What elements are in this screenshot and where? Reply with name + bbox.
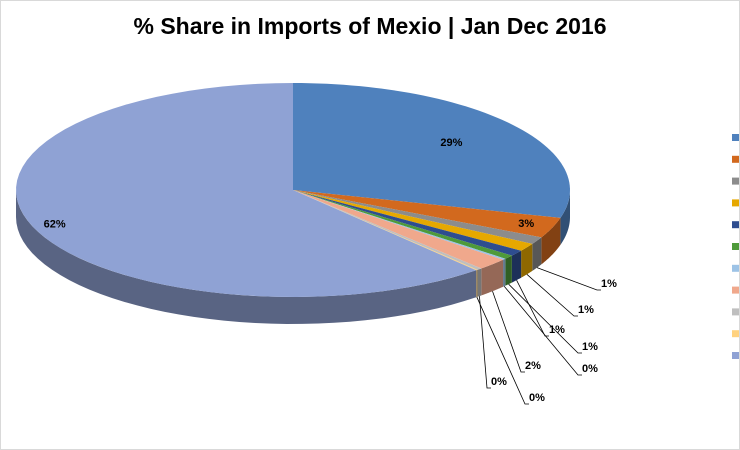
leader-line <box>526 274 578 317</box>
data-label: 62% <box>44 219 66 231</box>
data-label: 29% <box>440 137 462 149</box>
pie-slice <box>293 190 478 271</box>
pie-slice <box>16 83 477 297</box>
data-label: 1% <box>582 341 598 353</box>
pie-slice <box>293 190 542 244</box>
legend-swatch <box>732 330 739 338</box>
pie-slice <box>293 190 512 259</box>
data-label: 0% <box>491 376 507 388</box>
pie-slice-side <box>477 268 482 297</box>
legend-swatch <box>732 199 739 207</box>
data-label: 3% <box>518 218 534 230</box>
chart-title: % Share in Imports of Mexio | Jan Dec 20… <box>134 13 607 39</box>
pie-slice <box>293 190 506 260</box>
pie-slice <box>293 190 533 251</box>
legend-swatch <box>732 243 739 250</box>
pie-slice <box>293 190 522 256</box>
leader-line <box>536 267 601 291</box>
pie-slice <box>293 190 482 270</box>
legend-swatch <box>732 352 739 359</box>
legend-swatch <box>732 134 739 141</box>
pie-slice-side <box>532 237 542 271</box>
legend-swatch <box>732 177 739 185</box>
data-label: 1% <box>549 324 565 336</box>
leader-line <box>516 279 549 337</box>
pie-slice-side <box>511 250 522 283</box>
leader-line <box>508 283 582 354</box>
leader-line <box>492 291 525 373</box>
data-label: 0% <box>529 392 545 404</box>
legend-swatch <box>732 221 739 229</box>
data-label: 1% <box>578 304 594 316</box>
pie-slice-side <box>476 269 478 298</box>
pie-slice <box>293 190 561 238</box>
legend-swatch <box>732 155 739 163</box>
pie-slice-side <box>541 217 561 265</box>
pie-slice-side <box>481 259 504 296</box>
data-label: 0% <box>582 363 598 375</box>
legend-swatch <box>732 308 739 316</box>
pie-slice-side <box>16 190 477 324</box>
leader-line <box>479 296 491 389</box>
pie-slice <box>293 83 570 218</box>
data-label: 1% <box>601 278 617 290</box>
pie-slice-side <box>503 258 506 287</box>
legend-swatch <box>732 264 739 272</box>
pie-slice-side <box>505 255 512 286</box>
pie-slice <box>293 190 504 269</box>
leader-line <box>476 296 529 405</box>
leader-line <box>503 285 582 376</box>
data-label: 2% <box>525 360 541 372</box>
pie-slice-side <box>560 190 570 245</box>
legend-swatch <box>732 286 739 294</box>
pie-slice-side <box>521 243 533 278</box>
